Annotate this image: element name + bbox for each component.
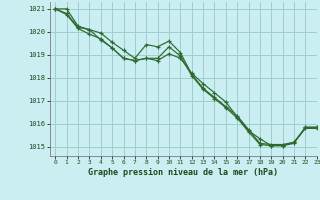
X-axis label: Graphe pression niveau de la mer (hPa): Graphe pression niveau de la mer (hPa) [88, 168, 278, 177]
